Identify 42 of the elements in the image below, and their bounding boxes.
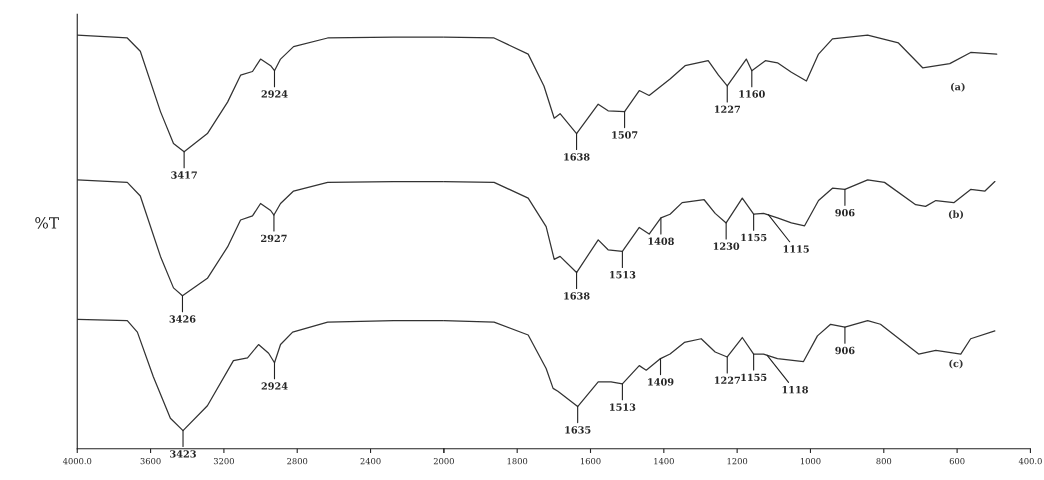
x-tick-label: 2800 — [287, 457, 308, 465]
x-tick-label: 4000.0 — [62, 457, 92, 465]
annotation: 2927 — [261, 234, 287, 243]
annotation: 1638 — [564, 292, 590, 300]
annotation: 1513 — [610, 403, 636, 411]
x-tick-label: 1000 — [800, 457, 821, 465]
annotation: 1408 — [648, 237, 674, 245]
x-tick-label: 3600 — [140, 457, 161, 465]
x-tick-label: 1200 — [727, 457, 748, 465]
annotation: 1409 — [648, 378, 674, 386]
annotation: 1638 — [564, 153, 590, 161]
x-tick-label: 3200 — [213, 457, 234, 465]
annotation: 3426 — [169, 315, 196, 323]
x-tick-label: 800 — [876, 457, 892, 465]
series-label: (b) — [948, 210, 964, 220]
annotation: 1635 — [565, 426, 591, 434]
annotation: 3423 — [170, 450, 196, 458]
series-label: (a) — [950, 82, 965, 92]
x-tick-label: 2000 — [433, 457, 454, 465]
x-tick-label: 1400 — [654, 457, 674, 465]
annotation: 1507 — [612, 131, 638, 139]
x-tick-label: 400.0 — [1018, 457, 1042, 465]
annotation: 1160 — [739, 90, 765, 98]
series-label: (c) — [949, 359, 963, 369]
x-tick-label: 2400 — [360, 457, 381, 465]
annotation: 1115 — [783, 245, 809, 253]
annotation: 1118 — [782, 386, 808, 394]
y-axis-title: %T — [35, 217, 59, 229]
annotation: 2924 — [261, 90, 288, 98]
annotation: 3417 — [171, 171, 197, 179]
x-tick-label: 1800 — [507, 457, 528, 465]
annotation: 1227 — [714, 376, 740, 384]
x-tick-label: 600 — [949, 457, 965, 465]
annotation: 1155 — [741, 373, 767, 382]
annotation: 1155 — [741, 233, 767, 242]
annotation: 906 — [835, 209, 855, 217]
annotation: 906 — [835, 346, 855, 355]
annotation: 1513 — [610, 271, 636, 279]
x-tick-label: 1600 — [580, 457, 601, 465]
annotation: 1227 — [714, 105, 740, 113]
annotation: 1230 — [713, 242, 740, 250]
annotation: 2924 — [261, 382, 288, 390]
